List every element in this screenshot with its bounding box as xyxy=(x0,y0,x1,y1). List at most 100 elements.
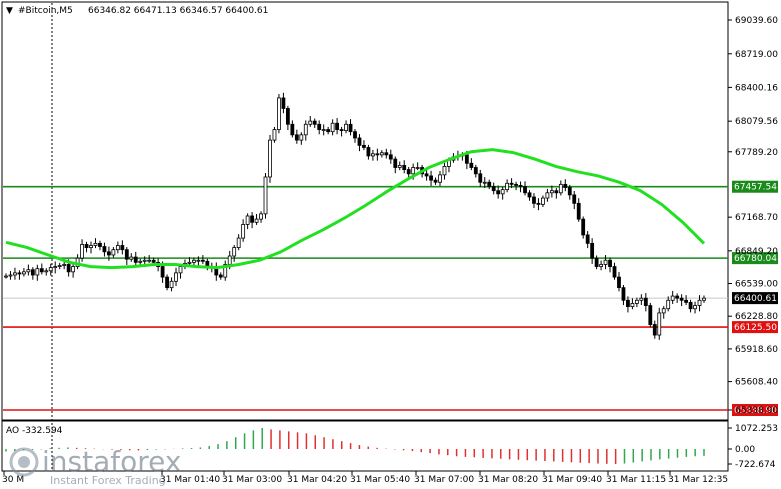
candle-body xyxy=(666,299,671,310)
candle-body xyxy=(71,266,76,273)
candle-body xyxy=(536,202,541,205)
candle-body xyxy=(93,242,98,246)
candle-body xyxy=(200,259,205,262)
candle-body xyxy=(245,215,250,225)
candle-body xyxy=(89,245,93,248)
candle-body xyxy=(35,268,40,276)
candle-body xyxy=(21,271,26,275)
candle-body xyxy=(196,259,201,262)
candle-body xyxy=(415,167,420,169)
price-tick-label: 69039.60 xyxy=(735,16,778,26)
candle-body xyxy=(254,218,259,223)
candle-body xyxy=(688,301,693,310)
candle-body xyxy=(558,183,563,194)
candle-body xyxy=(639,297,644,301)
level-tag xyxy=(732,404,778,416)
logo-icon xyxy=(9,447,39,477)
price-tick-label: 68079.56 xyxy=(735,117,778,127)
candle-body xyxy=(107,251,111,256)
symbol-label: #Bitcoin,M5 xyxy=(18,6,73,16)
candle-body xyxy=(348,123,353,133)
candle-body xyxy=(514,183,518,186)
candle-body xyxy=(57,265,62,267)
candle-body xyxy=(617,276,621,289)
candle-body xyxy=(469,162,474,168)
candle-body xyxy=(370,153,375,157)
candle-body xyxy=(129,256,134,260)
candle-body xyxy=(192,259,196,263)
candle-body xyxy=(442,166,447,176)
level-tag xyxy=(732,180,778,193)
candle-body xyxy=(268,139,272,178)
candle-body xyxy=(285,108,290,125)
price-tick-label: 66539.00 xyxy=(735,280,778,290)
time-tick-label: 31 Mar 04:20 xyxy=(287,475,347,485)
candle-body xyxy=(330,122,335,133)
candle-body xyxy=(630,303,635,308)
candle-body xyxy=(335,122,340,130)
candle-body xyxy=(532,196,536,204)
candle-body xyxy=(572,194,577,204)
candle-body xyxy=(223,264,228,278)
time-tick-label: 31 Mar 05:40 xyxy=(350,475,410,485)
candle-body xyxy=(702,297,706,301)
price-tick-label: 66228.80 xyxy=(735,312,778,322)
candle-body xyxy=(281,97,286,109)
time-tick-label: 31 Mar 01:40 xyxy=(160,475,220,485)
time-tick-label: 30 M xyxy=(2,475,24,485)
candle-body xyxy=(509,182,514,185)
candle-body xyxy=(241,224,246,239)
price-tick-label: 68400.16 xyxy=(735,83,778,93)
candle-body xyxy=(603,259,608,265)
ao-tick-label: 1072.253 xyxy=(735,424,778,434)
candle-body xyxy=(13,272,17,276)
candle-body xyxy=(321,129,326,131)
candle-body xyxy=(160,266,165,278)
candle-body xyxy=(133,256,138,263)
candle-body xyxy=(433,179,438,183)
candle-body xyxy=(317,123,322,130)
candle-body xyxy=(379,152,384,156)
header-arrow-icon[interactable]: ▼ xyxy=(6,6,13,16)
ao-axis: 1072.253 0.00 -722.674 xyxy=(728,424,778,470)
candle-body xyxy=(608,259,612,267)
candle-body xyxy=(554,190,559,194)
watermark-tagline: Instant Forex Trading xyxy=(50,474,166,487)
candle-body xyxy=(438,174,442,183)
candle-body xyxy=(174,272,178,282)
candle-body xyxy=(523,186,527,194)
candle-body xyxy=(362,144,366,148)
candle-body xyxy=(384,152,389,156)
candle-body xyxy=(66,264,71,273)
level-tag xyxy=(732,252,778,265)
candle-body xyxy=(388,154,393,160)
candle-body xyxy=(80,244,84,259)
candle-body xyxy=(402,164,407,171)
candle-body xyxy=(44,270,49,273)
candle-body xyxy=(250,215,254,223)
level-label: 66125.50 xyxy=(734,323,777,333)
candle-body xyxy=(478,173,483,183)
level-label: 66780.04 xyxy=(734,254,777,264)
candle-body xyxy=(102,246,107,253)
candle-body xyxy=(684,299,689,303)
candle-body xyxy=(30,269,35,276)
candle-body xyxy=(353,131,357,139)
price-tick-label: 68719.00 xyxy=(735,50,778,60)
time-tick-label: 31 Mar 08:20 xyxy=(478,475,538,485)
candle-body xyxy=(634,299,639,304)
candle-body xyxy=(151,259,156,263)
candle-body xyxy=(8,274,13,277)
candle-body xyxy=(303,123,308,136)
candle-body xyxy=(482,181,487,184)
candle-body xyxy=(165,276,169,289)
candle-body xyxy=(147,259,152,262)
candle-body xyxy=(17,272,22,275)
candle-body xyxy=(236,237,241,248)
candle-body xyxy=(626,299,630,308)
level-label: 65338.90 xyxy=(734,406,777,416)
time-axis: 30 M 31 Mar 01:40 31 Mar 03:00 31 Mar 04:20… xyxy=(2,471,728,485)
ao-histogram xyxy=(5,428,705,464)
candle-body xyxy=(142,259,147,262)
